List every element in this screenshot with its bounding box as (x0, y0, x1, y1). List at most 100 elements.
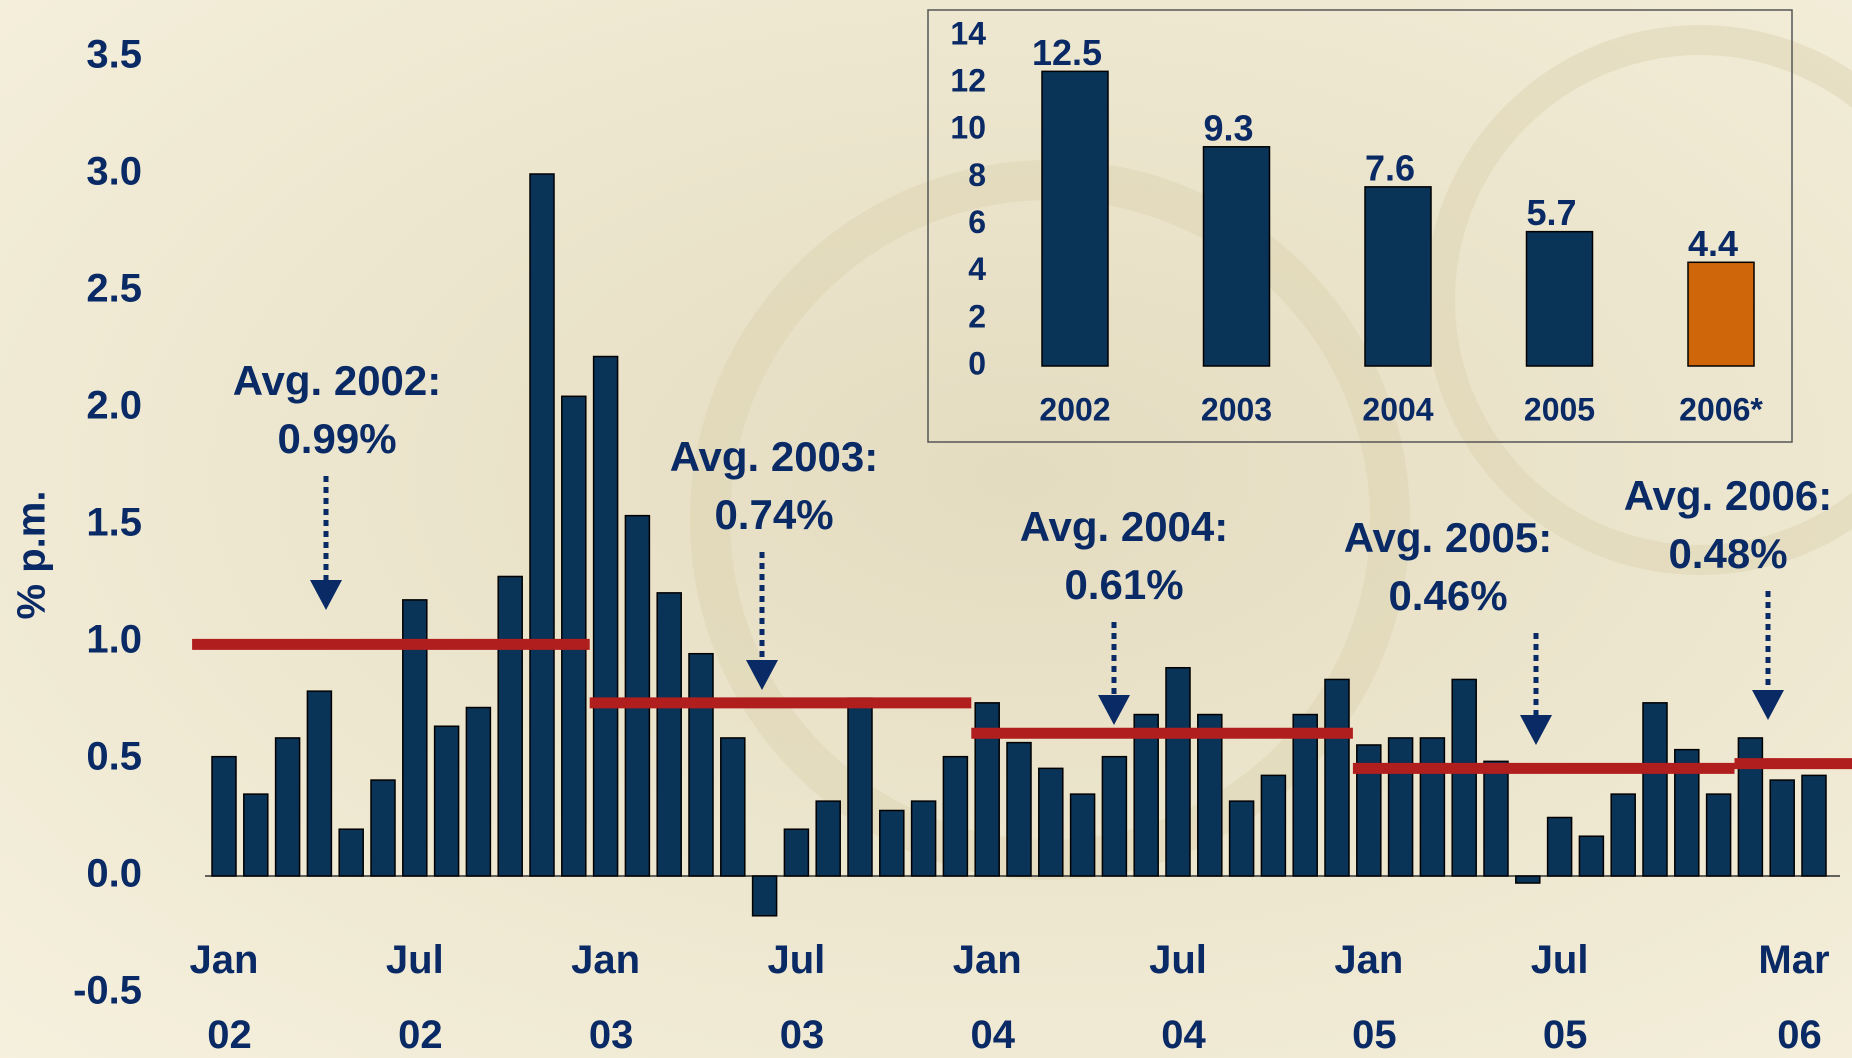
inset-y-tick-label: 0 (968, 345, 986, 381)
x-tick-label: Jan 05 (1334, 938, 1403, 1057)
y-tick-label: 0.5 (86, 735, 142, 779)
inset-bar (1687, 261, 1755, 367)
average-value-label: 0.99% (277, 415, 396, 462)
bar (1260, 774, 1287, 877)
bar (1006, 741, 1032, 877)
bar (847, 697, 873, 877)
y-axis-title: % p.m. (10, 491, 54, 620)
bar (433, 725, 460, 877)
y-tick-label: 1.0 (86, 618, 142, 662)
inset-bar (1364, 186, 1432, 367)
inset-bar (1041, 70, 1109, 367)
inset-value-label: 5.7 (1526, 192, 1576, 233)
bar (497, 575, 523, 877)
inset-y-tick-label: 12 (950, 63, 986, 99)
inset-bar (1202, 146, 1271, 367)
bar (465, 706, 492, 877)
bar (1451, 678, 1477, 877)
inset-value-label: 12.5 (1032, 32, 1102, 73)
bar (815, 800, 841, 877)
bar (1165, 666, 1191, 877)
inset-frame (927, 9, 1793, 443)
inset-bar (1525, 230, 1594, 367)
average-label: Avg. 2003: (670, 433, 879, 480)
bar (879, 809, 905, 877)
bar (1705, 793, 1732, 877)
average-value-label: 0.46% (1388, 572, 1507, 619)
bar (1324, 678, 1350, 877)
inset-y-tick-label: 6 (968, 204, 986, 240)
inset-x-tick-label: 2002 (1039, 391, 1110, 427)
x-tick-label: Jul 05 (1531, 938, 1589, 1057)
arrow-head (310, 580, 342, 610)
y-tick-label: 3.0 (86, 150, 142, 194)
bar (274, 737, 301, 877)
average-label: Avg. 2006: (1624, 472, 1833, 519)
bar (1610, 793, 1636, 877)
inset-value-label: 9.3 (1203, 107, 1253, 148)
bar (243, 793, 269, 877)
bar (1292, 713, 1318, 877)
inset-value-label: 4.4 (1688, 223, 1738, 264)
bar (1387, 737, 1414, 877)
x-tick-label: Jan 04 (953, 938, 1022, 1057)
bar (1197, 713, 1223, 877)
bar (561, 395, 587, 877)
bar (624, 514, 651, 877)
inset-x-tick-label: 2005 (1524, 391, 1595, 427)
x-tick-label: Jan 03 (571, 938, 640, 1057)
inset-y-tick-label: 2 (968, 298, 986, 334)
x-tick-label: Jul 03 (768, 938, 826, 1057)
bar (1133, 713, 1159, 877)
bar (942, 755, 969, 877)
x-tick-label: Jul 02 (386, 938, 444, 1057)
bar (1038, 767, 1064, 877)
y-tick-label: 2.5 (86, 267, 142, 311)
bar (338, 828, 364, 877)
bar (1769, 779, 1795, 877)
decoration (1425, 25, 1852, 575)
bar (1578, 835, 1605, 877)
average-label: Avg. 2004: (1020, 503, 1229, 550)
bar (370, 779, 396, 877)
average-value-label: 0.61% (1064, 561, 1183, 608)
bar (1101, 755, 1128, 877)
inset-y-tick-label: 10 (950, 110, 986, 146)
bar (306, 690, 333, 877)
bar (1546, 816, 1573, 877)
bar (1642, 702, 1668, 877)
bar (529, 173, 555, 877)
bar (1419, 737, 1446, 877)
average-label: Avg. 2002: (233, 357, 442, 404)
bar (1515, 875, 1541, 884)
inset-x-tick-label: 2004 (1362, 391, 1433, 427)
average-value-label: 0.74% (714, 491, 833, 538)
y-tick-label: 1.5 (86, 501, 142, 545)
bar (1801, 774, 1827, 877)
average-label: Avg. 2005: (1344, 514, 1553, 561)
inset-value-label: 7.6 (1365, 147, 1415, 188)
inset-y-tick-label: 4 (968, 251, 986, 287)
x-tick-label: Mar 06 (1758, 938, 1829, 1057)
inset-x-tick-label: 2003 (1201, 391, 1272, 427)
y-tick-label: -0.5 (73, 969, 142, 1013)
bar (1069, 793, 1096, 877)
bar (910, 800, 937, 877)
bar (656, 592, 682, 877)
inset-x-tick-label: 2006* (1679, 391, 1763, 427)
average-value-label: 0.48% (1668, 530, 1787, 577)
bar (783, 828, 810, 877)
bar (720, 737, 746, 877)
x-tick-label: Jan 02 (190, 938, 259, 1057)
bar (1483, 760, 1509, 877)
y-tick-label: 3.5 (86, 33, 142, 77)
y-tick-label: 0.0 (86, 852, 142, 896)
arrow-head (1098, 695, 1130, 725)
arrow-head (1520, 715, 1552, 745)
bar (211, 755, 237, 877)
inset-y-tick-label: 8 (968, 157, 986, 193)
bar (751, 875, 778, 917)
arrow-head (746, 660, 778, 690)
